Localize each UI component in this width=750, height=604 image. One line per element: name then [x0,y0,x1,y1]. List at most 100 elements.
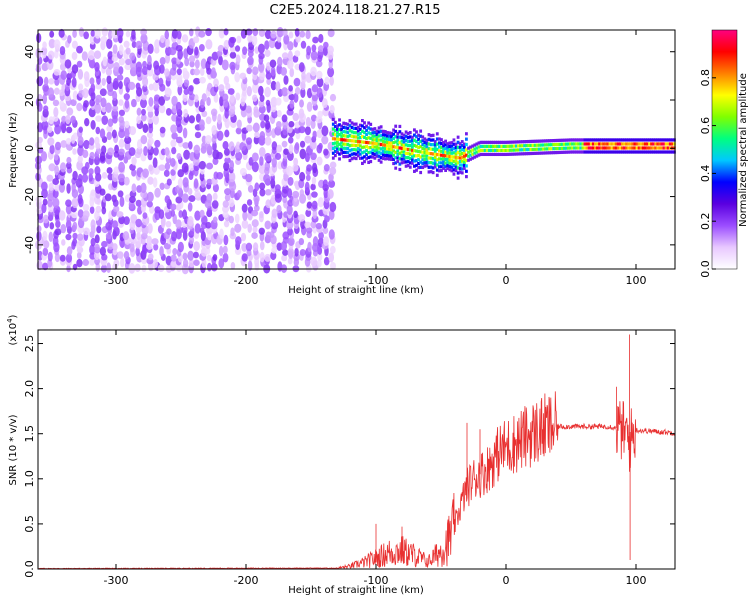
spectrogram-cell [623,150,626,154]
spectrogram-cell [552,147,556,151]
spectrogram-cell [510,148,514,152]
spectrogram-cell [143,146,148,157]
spectrogram-cell [352,122,356,126]
spectrogram-cell [467,154,470,158]
spectrogram-cell [425,138,429,142]
spectrogram-cell [228,198,235,208]
spectrogram-cell [52,115,59,122]
spectrogram-cell [317,110,324,118]
spectrogram-cell [473,151,477,155]
spectrogram-cell [188,163,195,171]
spectrogram-cell [222,200,230,208]
spectrogram-cell [377,150,381,154]
spectrogram-cell [419,150,423,154]
spectrogram-cell [354,152,358,156]
spectrogram-cell [333,124,337,129]
y-tick-label: 20 [23,93,36,107]
spectrogram-cell [216,171,224,180]
spectrogram-cell [388,157,391,161]
spectrogram-cell [398,130,402,134]
spectrogram-cell [72,232,78,240]
spectrogram-cell [394,150,398,155]
spectrogram-cell [531,139,535,143]
spectrogram-cell [410,151,414,156]
spectrogram-cell [352,147,356,152]
spectrogram-cell [429,165,433,169]
x-tick-label: -200 [234,274,259,287]
spectrogram-cell [164,162,171,171]
spectrogram-cell [452,159,456,163]
spectrogram-cell [425,160,429,165]
spectrogram-cell [456,156,460,160]
spectrogram-cell [72,132,79,140]
spectrogram-cell [388,141,391,145]
spectrogram-cell [544,143,547,147]
spectrogram-cell [483,148,487,153]
spectrogram-cell [281,87,289,97]
spectrogram-cell [275,152,282,161]
spectrogram-cell [346,134,350,138]
spectrogram-cell [648,138,651,142]
spectrogram-cell [106,38,113,50]
spectrogram-cell [654,138,658,142]
spectrogram-cell [504,140,508,144]
spectrogram-cell [171,146,177,155]
spectrogram-cell [340,144,344,149]
spectrogram-cell [47,87,55,98]
spectrogram-cell [487,148,491,153]
spectrogram-cell [437,161,441,165]
spectrogram-cell [668,138,672,142]
spectrogram-cell [408,165,412,169]
spectrogram-cell [160,35,165,44]
spectrogram-cell [666,142,670,146]
spectrogram-cell [487,140,491,144]
spectrogram-cell [315,60,323,68]
spectrogram-cell [358,123,362,127]
spectrogram-cell [652,146,656,150]
spectrogram-cell [118,129,126,139]
spectrogram-cell [159,182,165,190]
spectrogram-cell [48,78,55,85]
spectrogram-cell [344,138,348,142]
spectrogram-cell [517,148,520,152]
spectrogram-cell [131,98,137,108]
spectrogram-cell [652,150,656,154]
spectrogram-cell [658,146,662,150]
spectrogram-cell [427,156,431,160]
spectrogram-cell [218,28,225,39]
snr-series-line [37,334,675,570]
spectrogram-cell [37,136,43,144]
spectrogram-cell [82,204,90,211]
spectrogram-cell [286,165,294,177]
spectrogram-cell [298,62,305,73]
spectrogram-cell [398,157,402,161]
spectrogram-cell [330,245,336,254]
spectrogram-cell [392,128,396,132]
spectrogram-cell [107,147,115,156]
spectrogram-cell [321,125,329,137]
spectrogram-cell [442,157,445,161]
spectrogram-cell [423,147,427,151]
spectrogram-cell [664,142,668,146]
spectrogram-cell [348,158,352,163]
spectrogram-cell [598,150,601,154]
spectrogram-cell [664,138,668,142]
spectrogram-cell [662,146,666,150]
spectrogram-cell [406,139,410,144]
spectrogram-cell [363,130,366,135]
spectrogram-cell [66,156,72,164]
spectrogram-cell [102,56,108,67]
spectrogram-cell [446,154,450,158]
spectrogram-cell [440,165,443,169]
spectrogram-cell [322,46,328,57]
spectrogram-cell [135,247,140,257]
spectrogram-cell [316,156,323,166]
spectrogram-cell [170,209,176,217]
spectrogram-cell [456,166,460,170]
spectrogram-cell [571,146,574,150]
spectrogram-cell [535,139,539,143]
spectrogram-cell [465,153,468,157]
spectrogram-cell [421,142,425,147]
spectrogram-cell [336,140,339,145]
spectrogram-cell [452,151,456,155]
